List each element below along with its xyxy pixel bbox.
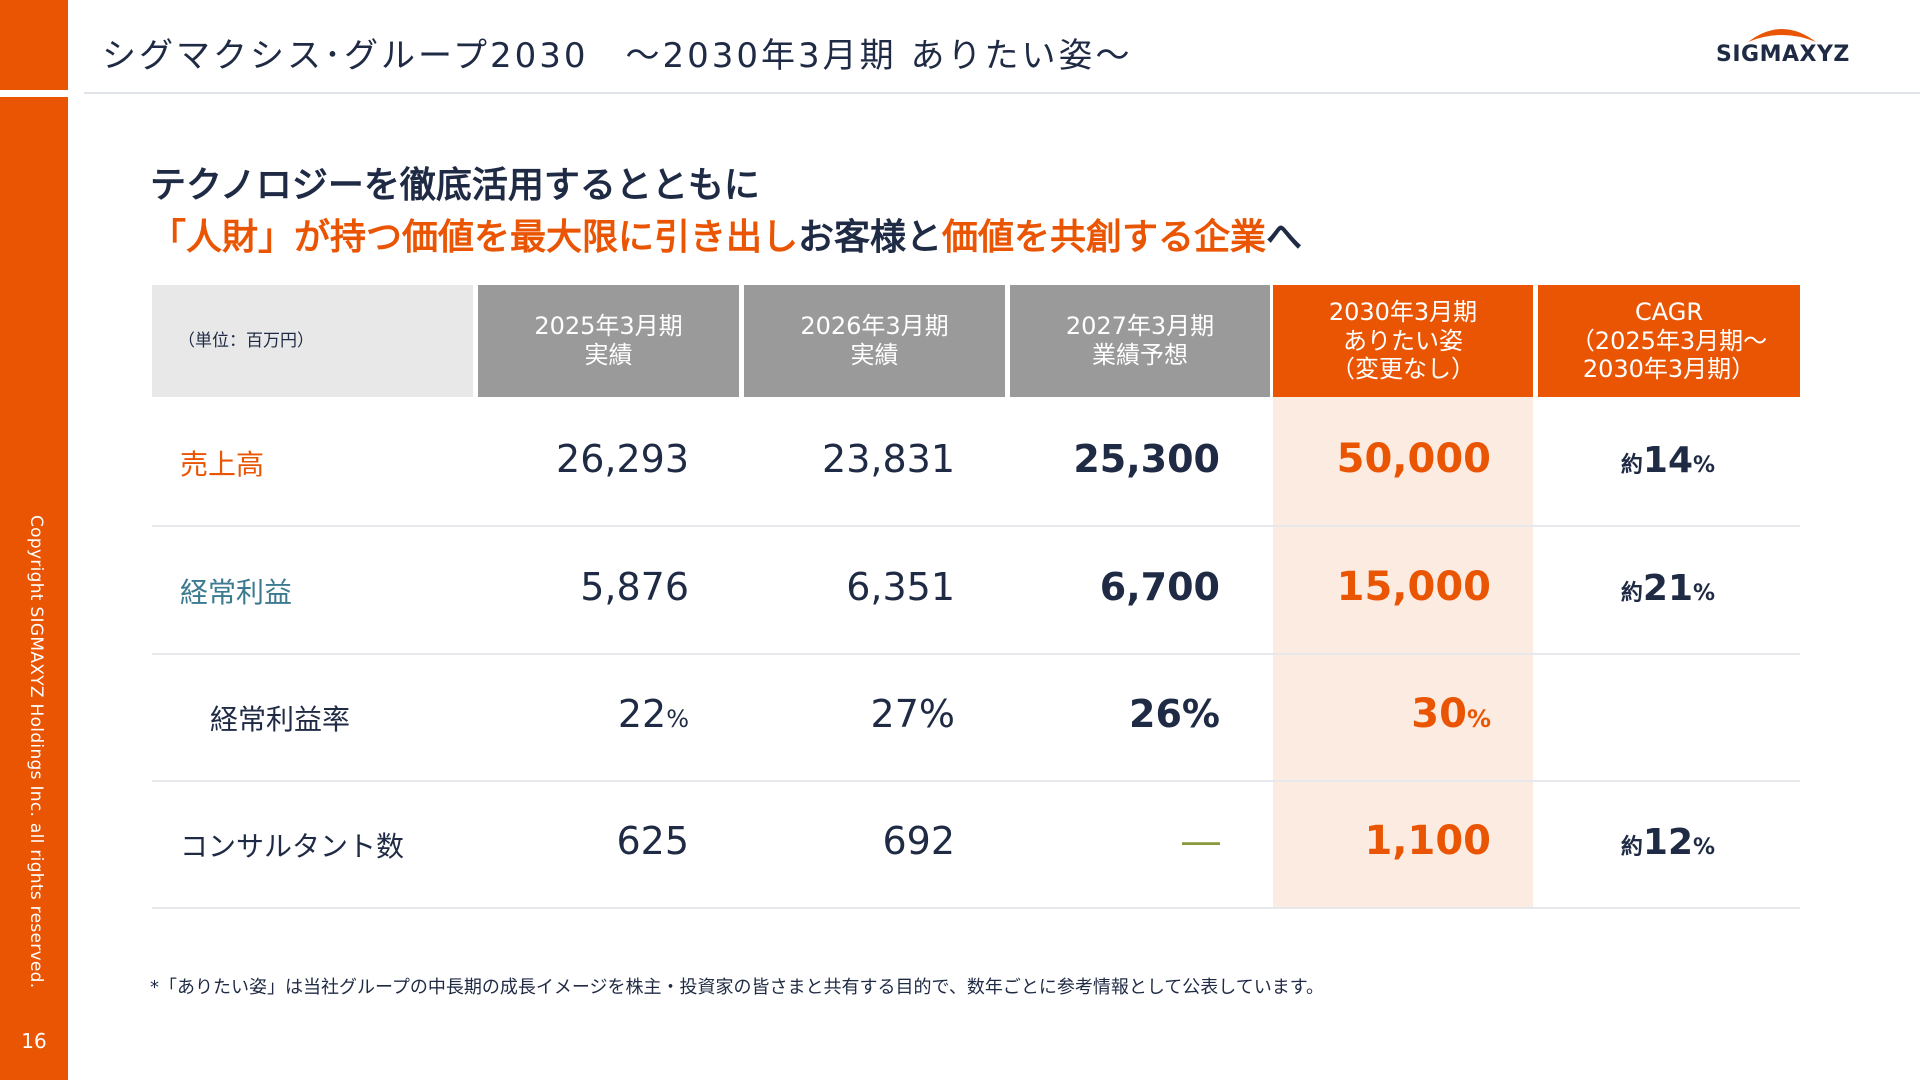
tagline-text-4: へ xyxy=(1266,217,1303,258)
column-header-2030-line2: ありたい姿 xyxy=(1342,326,1463,355)
cagr-suffix: % xyxy=(1693,835,1716,860)
cagr-prefix: 約 xyxy=(1620,581,1643,606)
column-header-2030: 2030年3月期 ありたい姿 （変更なし） xyxy=(1273,285,1533,397)
sigmaxyz-logo: SIGMAXYZ xyxy=(1716,24,1850,74)
column-header-cagr-line3: 2030年3月期） xyxy=(1582,355,1756,384)
row-label-ordinary-profit: 経常利益 xyxy=(180,576,293,609)
cell-consultants-2026: 692 xyxy=(882,819,955,863)
column-header-2025: 2025年3月期 実績 xyxy=(478,285,739,397)
column-header-cagr: CAGR （2025年3月期～ 2030年3月期） xyxy=(1538,285,1800,397)
row-divider xyxy=(152,525,1800,527)
cell-consultants-2027: ― xyxy=(1182,819,1220,863)
logo-text: SIGMAXYZ xyxy=(1716,42,1850,67)
cell-margin-2026: 27% xyxy=(870,692,955,736)
cell-sales-2025: 26,293 xyxy=(556,437,689,481)
tagline-highlight-1: 「人財」が持つ価値を最大限に引き出し xyxy=(150,217,799,258)
cell-profit-2027: 6,700 xyxy=(1099,565,1220,609)
row-label-sales: 売上高 xyxy=(180,448,265,481)
page-title: シグマクシス･グループ2030 ～2030年3月期 ありたい姿～ xyxy=(102,36,1133,76)
row-divider xyxy=(152,907,1800,909)
cell-profit-2025: 5,876 xyxy=(580,565,689,609)
page-number: 16 xyxy=(21,1029,47,1053)
cell-consultants-2025: 625 xyxy=(616,819,689,863)
cagr-value: 12 xyxy=(1642,822,1694,863)
cell-sales-cagr: 約14% xyxy=(1538,440,1798,481)
copyright-text: Copyright SIGMAXYZ Holdings Inc. all rig… xyxy=(26,515,46,989)
cell-consultants-2030: 1,100 xyxy=(1364,818,1491,864)
margin-2025-value: 22 xyxy=(617,692,667,736)
cell-profit-2026: 6,351 xyxy=(846,565,955,609)
column-header-2030-line1: 2030年3月期 xyxy=(1328,297,1478,326)
margin-2030-unit: % xyxy=(1466,705,1491,733)
cell-sales-2027: 25,300 xyxy=(1073,437,1220,481)
row-label-profit-margin: 経常利益率 xyxy=(210,703,351,736)
margin-2030-value: 30 xyxy=(1411,691,1467,737)
cell-sales-2030: 50,000 xyxy=(1336,436,1491,482)
margin-2025-unit: % xyxy=(666,705,689,733)
row-divider xyxy=(152,653,1800,655)
cagr-value: 14 xyxy=(1642,440,1694,481)
sidebar-accent-top xyxy=(0,0,68,90)
cagr-prefix: 約 xyxy=(1620,453,1643,478)
column-header-cagr-line1: CAGR xyxy=(1634,297,1703,326)
column-header-2025-line2: 実績 xyxy=(584,341,633,369)
cagr-value: 21 xyxy=(1642,568,1694,609)
tagline-line-2: 「人財」が持つ価値を最大限に引き出しお客様と価値を共創する企業へ xyxy=(150,208,1302,260)
column-header-cagr-line2: （2025年3月期～ xyxy=(1570,326,1768,355)
column-header-2030-line3: （変更なし） xyxy=(1330,355,1475,384)
cell-profit-2030: 15,000 xyxy=(1336,564,1491,610)
column-header-2027: 2027年3月期 業績予想 xyxy=(1010,285,1270,397)
column-header-2026-line1: 2026年3月期 xyxy=(800,312,949,341)
column-header-2027-line1: 2027年3月期 xyxy=(1065,312,1215,341)
column-header-2025-line1: 2025年3月期 xyxy=(534,312,683,341)
header-divider xyxy=(84,92,1920,94)
cell-profit-cagr: 約21% xyxy=(1538,568,1798,609)
logo-arc-icon xyxy=(1748,29,1816,42)
cagr-suffix: % xyxy=(1693,453,1716,478)
tagline-line-1: テクノロジーを徹底活用するとともに xyxy=(150,165,760,206)
tagline-text-2: お客様と xyxy=(798,217,943,258)
column-header-2027-line2: 業績予想 xyxy=(1091,341,1188,369)
cell-margin-2030: 30% xyxy=(1273,691,1491,737)
row-label-consultants: コンサルタント数 xyxy=(180,830,405,863)
footnote: *「ありたい姿」は当社グループの中長期の成長イメージを株主・投資家の皆さまと共有… xyxy=(150,977,1324,998)
row-divider xyxy=(152,780,1800,782)
cagr-prefix: 約 xyxy=(1620,835,1643,860)
cell-sales-2026: 23,831 xyxy=(822,437,955,481)
cell-margin-2027: 26% xyxy=(1129,692,1220,736)
column-header-2026: 2026年3月期 実績 xyxy=(744,285,1005,397)
unit-label: （単位：百万円） xyxy=(152,285,473,397)
cagr-suffix: % xyxy=(1693,581,1716,606)
cell-consultants-cagr: 約12% xyxy=(1538,822,1798,863)
column-header-2026-line2: 実績 xyxy=(850,341,899,369)
sidebar-accent xyxy=(0,97,68,1080)
tagline-highlight-2: 価値を共創する企業 xyxy=(942,217,1267,258)
cell-margin-2025: 22% xyxy=(478,692,689,736)
